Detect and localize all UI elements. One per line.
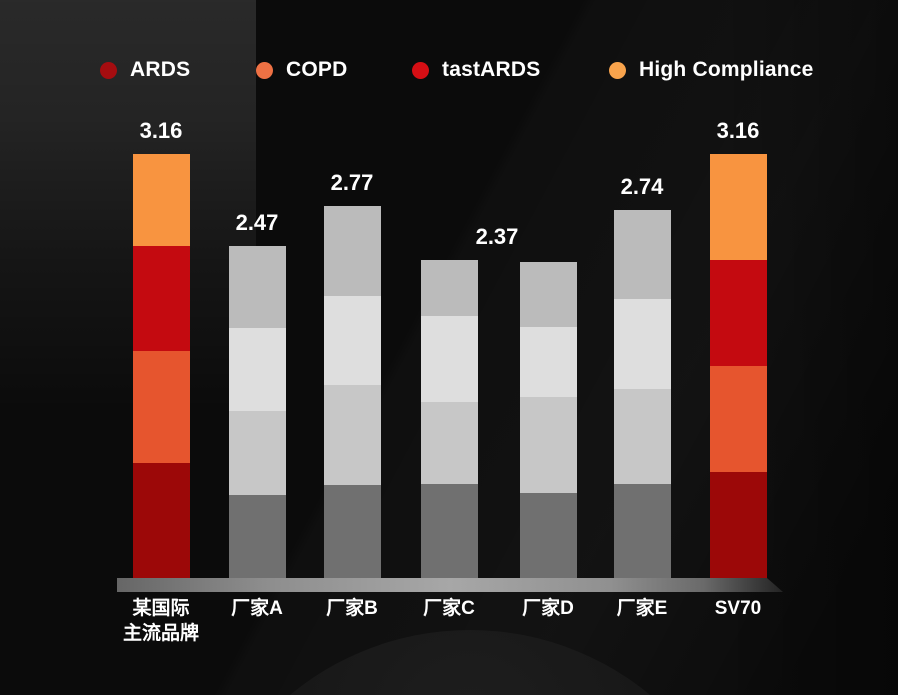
value-label-factory-a: 2.47 xyxy=(235,210,279,236)
bar-segment-factory-e-3 xyxy=(613,210,671,299)
category-label-sv70: SV70 xyxy=(714,598,762,619)
bar-segment-factory-b-3 xyxy=(323,206,381,296)
bar-segment-factory-e-1 xyxy=(613,388,671,484)
legend-dot-copd-icon xyxy=(256,61,273,79)
bar-segment-intl-brand-3 xyxy=(132,153,190,247)
bar-segment-intl-brand-1 xyxy=(132,351,190,463)
legend-item-high-compliance: High Compliance xyxy=(609,58,814,81)
legend-item-ards: ARDS xyxy=(100,58,191,81)
stacked-bar-factory-a xyxy=(228,246,286,578)
bar-segment-factory-c-1 xyxy=(420,402,478,484)
bar-segment-sv70-3 xyxy=(709,153,767,260)
bar-segment-factory-d-0 xyxy=(519,493,577,578)
bar-segment-factory-e-2 xyxy=(613,298,671,389)
category-label-factory-e: 厂家E xyxy=(616,598,668,619)
bar-segment-factory-b-0 xyxy=(323,485,381,578)
legend-item-tastards: tastARDS xyxy=(412,58,541,81)
stacked-bar-factory-e xyxy=(613,210,671,578)
bar-segment-factory-b-1 xyxy=(323,384,381,486)
stacked-bar-intl-brand xyxy=(132,153,190,578)
stacked-bar-factory-b xyxy=(323,206,381,578)
category-label-intl-brand: 某国际 主流品牌 xyxy=(122,598,199,644)
bar-segment-factory-c-3 xyxy=(420,259,478,317)
stacked-bar-factory-d xyxy=(519,262,577,578)
stacked-bar-factory-c xyxy=(420,259,478,578)
bar-segment-intl-brand-0 xyxy=(132,462,190,578)
legend-dot-ards-icon xyxy=(100,61,117,79)
bar-segment-intl-brand-2 xyxy=(132,246,190,352)
bar-segment-factory-a-2 xyxy=(228,328,286,412)
bar-segment-factory-e-0 xyxy=(613,483,671,578)
category-label-factory-a: 厂家A xyxy=(231,598,283,619)
value-label-factory-e: 2.74 xyxy=(620,174,664,200)
category-label-factory-c: 厂家C xyxy=(423,598,475,619)
bar-segment-factory-a-0 xyxy=(228,494,286,578)
bar-segment-factory-d-3 xyxy=(519,262,577,327)
bar-segment-factory-a-1 xyxy=(228,411,286,495)
legend-label-copd: COPD xyxy=(286,58,348,81)
bar-segment-factory-c-0 xyxy=(420,483,478,578)
bar-segment-factory-d-2 xyxy=(519,326,577,397)
category-label-factory-b: 厂家B xyxy=(326,598,378,619)
bar-segment-sv70-2 xyxy=(709,259,767,366)
baseline-axis-band xyxy=(117,578,783,592)
bar-segment-factory-a-3 xyxy=(228,246,286,329)
bar-segment-factory-d-1 xyxy=(519,396,577,494)
legend-dot-high-compliance-icon xyxy=(609,61,626,79)
bar-segment-sv70-1 xyxy=(709,365,767,472)
legend-label-ards: ARDS xyxy=(130,58,191,81)
value-label-factory-c: 2.37 xyxy=(475,223,519,249)
value-label-intl-brand: 3.16 xyxy=(139,117,183,143)
bar-segment-sv70-0 xyxy=(709,471,767,578)
legend-label-high-compliance: High Compliance xyxy=(639,58,814,81)
stacked-bar-sv70 xyxy=(709,153,767,578)
legend-label-tastards: tastARDS xyxy=(442,58,541,81)
bar-segment-factory-c-2 xyxy=(420,316,478,403)
bar-segment-factory-b-2 xyxy=(323,295,381,385)
value-label-sv70: 3.16 xyxy=(716,117,760,143)
category-label-factory-d: 厂家D xyxy=(522,598,574,619)
value-label-factory-b: 2.77 xyxy=(330,169,374,195)
legend-item-copd: COPD xyxy=(256,58,348,81)
legend-dot-tastards-icon xyxy=(412,61,429,79)
